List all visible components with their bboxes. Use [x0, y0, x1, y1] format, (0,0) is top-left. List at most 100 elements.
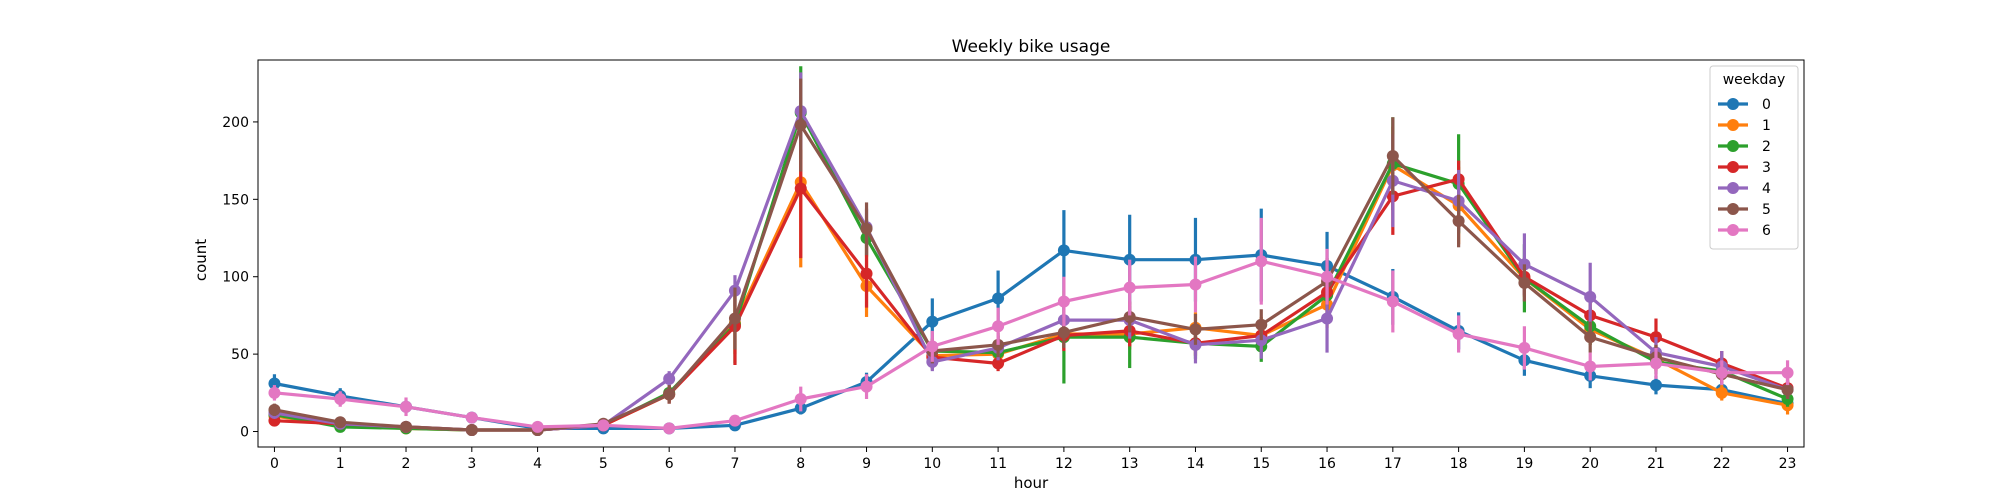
y-axis-label: count: [192, 239, 210, 281]
data-point: [992, 292, 1005, 305]
data-point: [860, 222, 873, 235]
legend-swatch-marker: [1727, 203, 1739, 215]
x-tick-label: 9: [862, 456, 871, 472]
legend-swatch-marker: [1727, 161, 1739, 173]
x-tick-label: 8: [796, 456, 805, 472]
series-3: [268, 118, 1794, 436]
data-point: [268, 403, 281, 416]
legend-label: 6: [1762, 223, 1771, 239]
legend-box: [1709, 65, 1799, 250]
x-tick-label: 4: [533, 456, 542, 472]
data-point: [992, 320, 1005, 333]
chart-title: Weekly bike usage: [952, 37, 1111, 57]
data-point: [1781, 383, 1794, 396]
data-point: [926, 340, 939, 353]
data-point: [794, 393, 807, 406]
data-point: [1715, 366, 1728, 379]
data-point: [1452, 214, 1465, 227]
legend-item: 3: [1718, 160, 1771, 176]
x-tick-label: 20: [1581, 456, 1599, 472]
data-point: [1386, 295, 1399, 308]
x-tick-label: 15: [1252, 456, 1270, 472]
data-point: [1518, 276, 1531, 289]
data-point: [728, 414, 741, 427]
plot-frame: [257, 59, 1805, 448]
series-0: [268, 208, 1794, 435]
data-point: [860, 267, 873, 280]
series-line: [274, 109, 1789, 432]
legend-label: 3: [1762, 160, 1771, 176]
x-tick-label: 0: [270, 456, 279, 472]
y-tick-label: 50: [231, 347, 249, 363]
data-point: [400, 420, 413, 433]
x-tick-label: 18: [1450, 456, 1468, 472]
x-tick-label: 23: [1779, 456, 1797, 472]
data-point: [334, 416, 347, 429]
x-tick-label: 22: [1713, 456, 1731, 472]
x-axis-label: hour: [1014, 474, 1049, 492]
x-tick-label: 1: [336, 456, 345, 472]
data-point: [1057, 326, 1070, 339]
data-point: [400, 400, 413, 413]
legend-swatch-marker: [1727, 182, 1739, 194]
data-point: [1649, 379, 1662, 392]
x-tick-label: 14: [1187, 456, 1205, 472]
data-point: [663, 372, 676, 385]
legend-item: 4: [1718, 181, 1771, 197]
data-point: [663, 388, 676, 401]
data-point: [1386, 149, 1399, 162]
x-tick-label: 5: [599, 456, 608, 472]
legend-swatch-marker: [1727, 224, 1739, 236]
data-point: [1123, 281, 1136, 294]
series-5: [268, 78, 1794, 436]
legend-item: 1: [1718, 118, 1771, 134]
legend-item: 2: [1718, 139, 1771, 155]
data-point: [992, 357, 1005, 370]
data-point: [1057, 295, 1070, 308]
y-tick-label: 0: [240, 425, 249, 441]
x-tick-label: 19: [1515, 456, 1533, 472]
data-point: [794, 182, 807, 195]
y-tick-label: 150: [222, 192, 249, 208]
series-line: [274, 123, 1788, 432]
data-point: [1518, 341, 1531, 354]
series-line: [274, 259, 1788, 430]
x-tick-label: 17: [1384, 456, 1402, 472]
data-point: [597, 419, 610, 432]
series-1: [268, 97, 1794, 436]
legend-label: 5: [1762, 202, 1771, 218]
data-point: [465, 411, 478, 424]
legend-label: 1: [1762, 118, 1771, 134]
x-tick-label: 12: [1055, 456, 1073, 472]
data-point: [1584, 290, 1597, 303]
y-tick-label: 100: [222, 270, 249, 286]
x-tick-label: 2: [402, 456, 411, 472]
data-point: [1255, 255, 1268, 268]
data-point: [728, 312, 741, 325]
x-tick-label: 7: [730, 456, 739, 472]
legend-label: 2: [1762, 139, 1771, 155]
x-tick-label: 13: [1121, 456, 1139, 472]
legend-label: 0: [1762, 97, 1771, 113]
data-point: [1584, 331, 1597, 344]
legend-label: 4: [1762, 181, 1771, 197]
legend-swatch-marker: [1727, 140, 1739, 152]
legend-swatch-marker: [1727, 119, 1739, 131]
y-tick-label: 200: [222, 115, 249, 131]
series-2: [268, 66, 1794, 436]
data-point: [1452, 327, 1465, 340]
data-point: [926, 315, 939, 328]
x-tick-label: 3: [467, 456, 476, 472]
data-point: [465, 423, 478, 436]
data-point: [1189, 323, 1202, 336]
data-point: [531, 420, 544, 433]
series-4: [268, 72, 1794, 436]
legend-item: 0: [1718, 97, 1771, 113]
x-tick-label: 6: [665, 456, 674, 472]
series-6: [268, 217, 1794, 435]
data-point: [1189, 278, 1202, 291]
x-tick-label: 21: [1647, 456, 1665, 472]
data-point: [1255, 318, 1268, 331]
data-point: [1321, 270, 1334, 283]
